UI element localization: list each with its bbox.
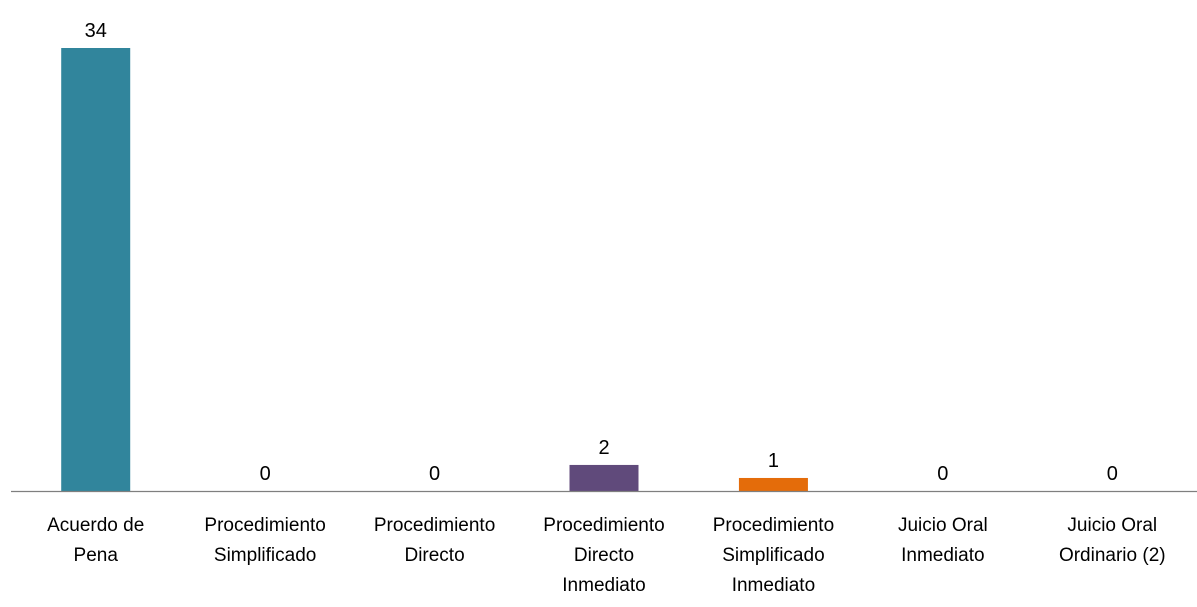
category-label-line: Acuerdo de [47, 515, 144, 536]
category-label-0: Acuerdo de Pena [47, 515, 144, 566]
category-label-line: Juicio Oral [898, 515, 988, 536]
data-label-5: 0 [937, 463, 948, 485]
category-label-line: Directo [574, 545, 634, 566]
bar-4 [738, 477, 808, 491]
data-label-1: 0 [260, 463, 271, 485]
category-label-line: Pena [74, 545, 119, 566]
bars-layer [61, 48, 808, 491]
bar-0 [61, 48, 131, 491]
category-label-line: Inmediato [901, 545, 984, 566]
data-label-4: 1 [768, 450, 779, 472]
data-labels-layer: 34 0 0 2 1 0 0 [85, 20, 1118, 485]
category-label-line: Inmediato [732, 575, 815, 596]
category-label-1: Procedimiento Simplificado [204, 515, 325, 566]
category-label-line: Simplificado [722, 545, 824, 566]
category-label-2: Procedimiento Directo [374, 515, 495, 566]
category-label-3: Procedimiento Directo Inmediato [543, 515, 664, 596]
category-label-line: Ordinario (2) [1059, 545, 1166, 566]
data-label-2: 0 [429, 463, 440, 485]
data-label-3: 2 [598, 437, 609, 459]
category-label-line: Inmediato [562, 575, 645, 596]
category-label-line: Procedimiento [543, 515, 664, 536]
category-label-line: Procedimiento [204, 515, 325, 536]
data-label-0: 34 [85, 20, 107, 42]
bar-3 [569, 464, 639, 491]
category-label-line: Simplificado [214, 545, 316, 566]
category-label-line: Procedimiento [713, 515, 834, 536]
data-label-6: 0 [1107, 463, 1118, 485]
category-label-5: Juicio Oral Inmediato [898, 515, 988, 566]
category-label-line: Directo [404, 545, 464, 566]
category-label-6: Juicio Oral Ordinario (2) [1059, 515, 1166, 566]
category-label-line: Juicio Oral [1067, 515, 1157, 536]
category-label-4: Procedimiento Simplificado Inmediato [713, 515, 834, 596]
category-label-line: Procedimiento [374, 515, 495, 536]
